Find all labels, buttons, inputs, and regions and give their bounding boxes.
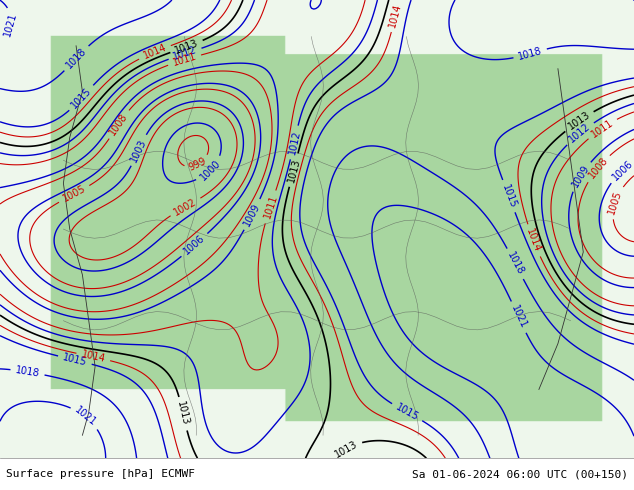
Text: 1018: 1018: [64, 46, 89, 71]
Text: 1009: 1009: [242, 201, 262, 228]
Text: 1012: 1012: [287, 129, 302, 156]
Text: 1021: 1021: [3, 11, 18, 38]
Text: 1014: 1014: [387, 2, 403, 28]
Text: 1003: 1003: [129, 137, 148, 163]
Text: 999: 999: [187, 156, 208, 173]
Text: 1021: 1021: [509, 304, 528, 330]
Text: 1018: 1018: [15, 365, 41, 379]
Text: 1012: 1012: [567, 122, 593, 145]
Text: 1014: 1014: [524, 227, 543, 254]
Text: Sa 01-06-2024 06:00 UTC (00+150): Sa 01-06-2024 06:00 UTC (00+150): [411, 469, 628, 479]
Text: 1005: 1005: [607, 189, 624, 216]
Text: 1013: 1013: [286, 157, 302, 183]
Text: 1015: 1015: [69, 86, 94, 110]
Text: 1005: 1005: [61, 184, 87, 204]
Text: 1018: 1018: [517, 46, 543, 62]
Text: 1006: 1006: [610, 158, 634, 182]
Text: 1013: 1013: [333, 439, 359, 459]
Text: 1009: 1009: [570, 163, 592, 189]
Text: 1008: 1008: [586, 155, 610, 181]
Text: 1021: 1021: [73, 405, 98, 428]
Text: 1006: 1006: [182, 233, 207, 257]
Text: Surface pressure [hPa] ECMWF: Surface pressure [hPa] ECMWF: [6, 469, 195, 479]
Text: 1013: 1013: [176, 401, 191, 427]
Text: 1008: 1008: [108, 111, 130, 137]
Text: 1014: 1014: [81, 349, 107, 365]
Text: 1018: 1018: [505, 250, 526, 277]
Text: 1015: 1015: [394, 402, 420, 422]
Text: 1014: 1014: [141, 43, 168, 61]
Text: 1011: 1011: [589, 117, 615, 139]
Text: 1013: 1013: [566, 110, 592, 132]
Text: 1013: 1013: [173, 38, 200, 55]
Text: 1011: 1011: [171, 51, 198, 68]
Text: 1002: 1002: [172, 196, 198, 218]
Text: 1000: 1000: [198, 158, 223, 182]
Text: 1011: 1011: [262, 194, 279, 220]
Text: 1015: 1015: [500, 183, 518, 209]
Text: 1015: 1015: [61, 352, 88, 368]
Text: 1012: 1012: [172, 45, 198, 62]
